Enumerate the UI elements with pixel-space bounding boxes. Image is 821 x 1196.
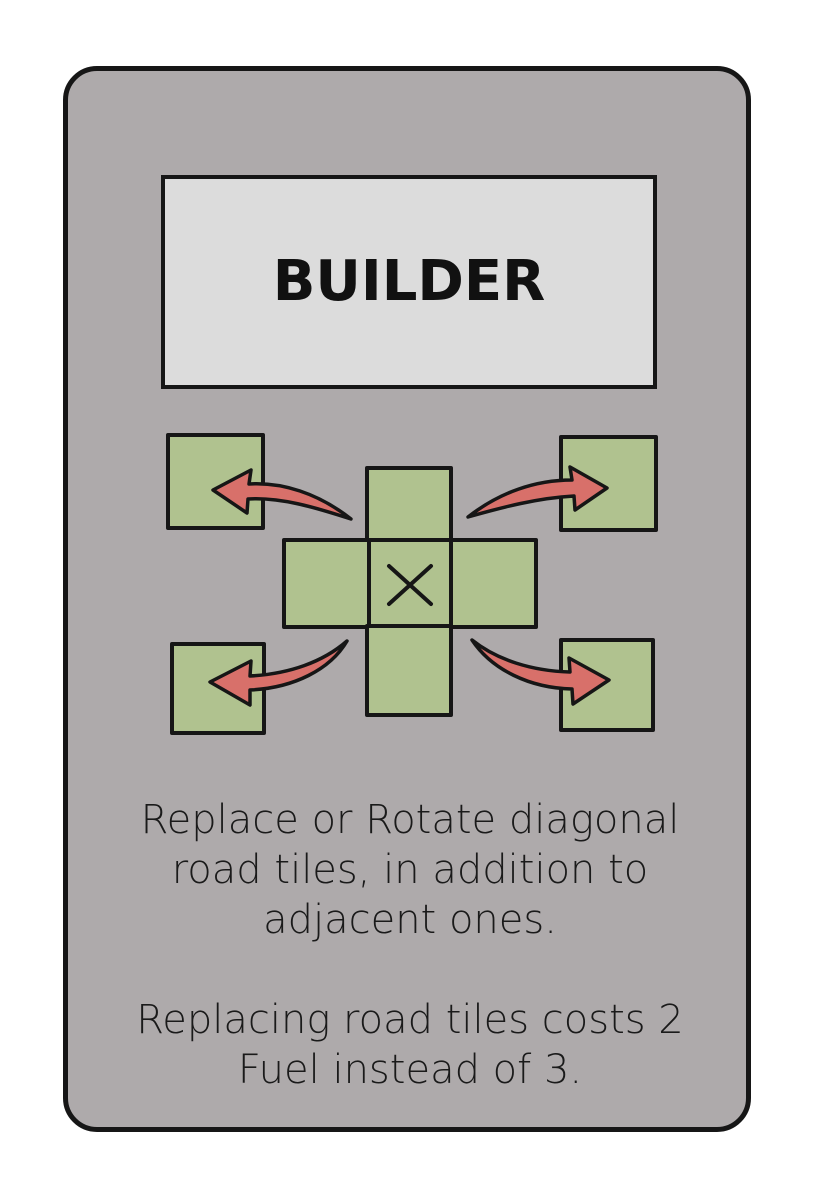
card-title: BUILDER — [272, 249, 546, 314]
ability-rule-text: Replace or Rotate diagonal road tiles, i… — [140, 797, 680, 943]
card-title-box: BUILDER — [161, 175, 657, 389]
cost-rule-text: Replacing road tiles costs 2 Fuel instea… — [136, 997, 684, 1093]
